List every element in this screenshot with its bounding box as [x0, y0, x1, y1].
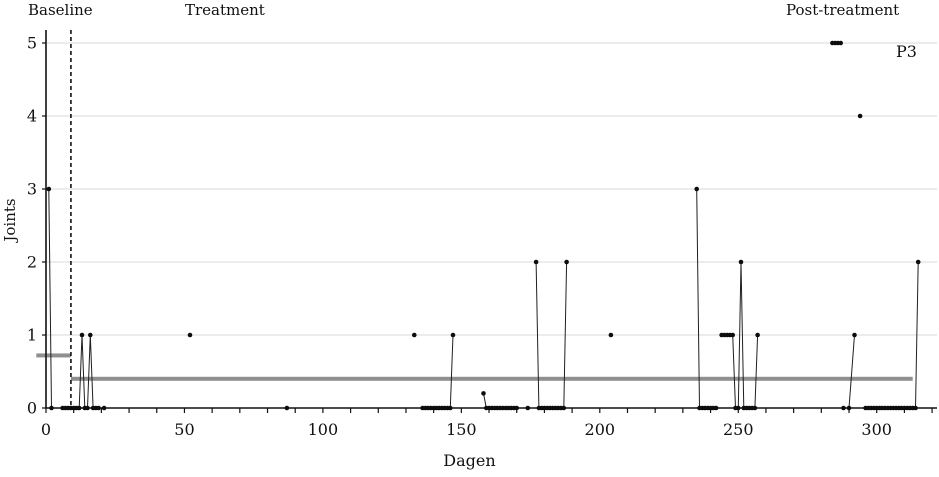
x-tick-label: 200 [585, 420, 616, 439]
data-run-line [62, 334, 99, 409]
data-point [46, 186, 52, 192]
data-run-line [422, 334, 454, 409]
data-point [85, 405, 90, 411]
data-point [730, 332, 735, 338]
y-tick-label: 1 [27, 326, 37, 345]
phase-mean-bar [70, 376, 913, 381]
data-point [561, 405, 567, 411]
x-axis-title: Dagen [443, 451, 496, 470]
data-run-line [48, 188, 52, 409]
data-point [913, 405, 918, 411]
data-point [481, 391, 486, 396]
data-point [49, 405, 54, 411]
data-point [846, 405, 852, 411]
phase-mean-bar [36, 353, 71, 358]
data-point [284, 405, 290, 411]
y-tick-label: 0 [27, 399, 37, 418]
x-tick-label: 250 [723, 420, 754, 439]
x-tick-label: 0 [41, 420, 51, 439]
data-point [694, 186, 699, 192]
y-tick-label: 3 [27, 180, 37, 199]
x-tick-label: 100 [308, 420, 339, 439]
phase-label-baseline: Baseline [28, 1, 93, 19]
data-point [533, 259, 539, 265]
data-point [514, 405, 519, 411]
x-tick-label: 300 [861, 420, 892, 439]
data-point [564, 259, 569, 265]
data-point [88, 332, 93, 338]
phase-label-treatment: Treatment [185, 1, 265, 19]
y-tick-label: 5 [27, 34, 37, 53]
data-point [448, 405, 453, 411]
data-point [96, 405, 101, 411]
data-point [76, 405, 82, 411]
data-point [915, 259, 921, 265]
data-point [838, 40, 843, 46]
subject-label: P3 [896, 42, 917, 61]
data-point [187, 332, 193, 338]
x-tick-label: 50 [174, 420, 194, 439]
data-point [736, 405, 741, 411]
data-point [841, 405, 846, 411]
y-tick-label: 2 [27, 253, 37, 272]
data-point [713, 405, 719, 411]
data-run-line [848, 334, 855, 409]
data-point [525, 405, 531, 411]
data-run-line [696, 188, 717, 409]
data-point [412, 332, 417, 338]
data-point [79, 332, 85, 338]
data-point [752, 405, 758, 411]
data-point [608, 332, 614, 338]
data-point [450, 332, 456, 338]
data-point [101, 405, 107, 411]
data-point [857, 113, 863, 119]
data-point [755, 332, 760, 338]
y-tick-label: 4 [27, 107, 37, 126]
x-tick-label: 150 [446, 420, 477, 439]
phase-label-post-treatment: Post-treatment [786, 1, 900, 19]
data-point [852, 332, 857, 338]
data-point [738, 259, 744, 265]
